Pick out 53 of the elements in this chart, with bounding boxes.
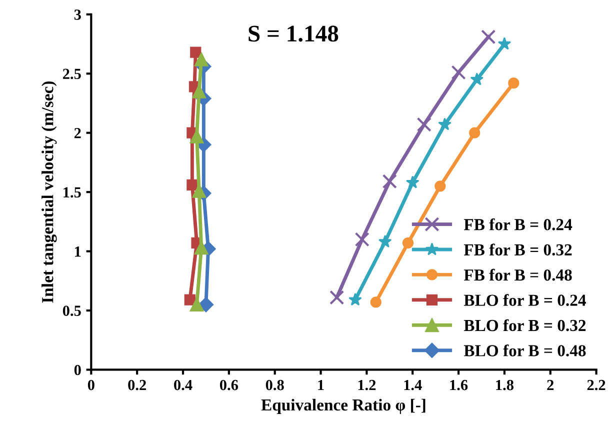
x-tick-label: 1 bbox=[318, 380, 324, 390]
x-tick-label: 0.2 bbox=[128, 380, 146, 390]
legend-label: FB for B = 0.24 bbox=[464, 218, 572, 230]
annotation: S = 1.148 bbox=[248, 26, 338, 42]
point bbox=[438, 118, 452, 130]
point bbox=[184, 294, 196, 306]
point bbox=[194, 52, 208, 66]
y-tick-label: 1.5 bbox=[64, 187, 81, 198]
x-axis-title: Equivalence Ratio φ [-] bbox=[261, 398, 426, 414]
x-tick-label: 1.4 bbox=[404, 380, 422, 390]
point bbox=[508, 78, 520, 89]
point bbox=[190, 46, 202, 58]
point bbox=[469, 127, 480, 138]
point bbox=[416, 117, 432, 132]
x-tick-label: 0.6 bbox=[220, 380, 238, 390]
point bbox=[186, 179, 198, 191]
legend-label: BLO for B = 0.24 bbox=[464, 294, 586, 306]
legend-label: FB for B = 0.32 bbox=[464, 244, 572, 256]
point bbox=[370, 296, 382, 308]
point bbox=[378, 234, 392, 248]
x-tick-label: 2 bbox=[547, 380, 554, 390]
point bbox=[194, 240, 208, 255]
y-tick-label: 3 bbox=[74, 10, 81, 20]
point bbox=[354, 232, 370, 247]
point bbox=[190, 298, 204, 312]
legend-label: BLO for B = 0.48 bbox=[464, 344, 586, 356]
point bbox=[348, 292, 362, 306]
x-tick-label: 1.6 bbox=[450, 380, 468, 390]
point bbox=[198, 297, 214, 312]
x-tick-label: 0.8 bbox=[266, 380, 284, 390]
point bbox=[470, 72, 484, 86]
point bbox=[402, 237, 414, 249]
x-tick-label: 0 bbox=[88, 380, 94, 390]
legend-label: BLO for B = 0.32 bbox=[464, 319, 586, 332]
x-tick-label: 1.2 bbox=[358, 380, 376, 390]
y-tick-label: 2.5 bbox=[62, 68, 81, 80]
point bbox=[451, 65, 466, 80]
point bbox=[192, 84, 206, 98]
x-tick-label: 2.2 bbox=[587, 380, 606, 390]
x-tick-label: 0.4 bbox=[174, 380, 192, 390]
y-tick-label: 0 bbox=[74, 364, 81, 376]
y-tick-label: 0.5 bbox=[62, 306, 81, 316]
point bbox=[382, 174, 397, 189]
x-tick-label: 1.8 bbox=[496, 380, 514, 390]
point bbox=[498, 37, 512, 50]
y-tick-label: 1 bbox=[75, 246, 81, 257]
point bbox=[330, 290, 344, 305]
point bbox=[481, 30, 496, 44]
legend-label: FB for B = 0.48 bbox=[464, 268, 572, 281]
point bbox=[406, 176, 420, 188]
y-axis-title: Inlet tangential velocity (m/sec) bbox=[42, 81, 57, 303]
y-tick-label: 2 bbox=[74, 128, 81, 138]
point bbox=[434, 180, 446, 192]
